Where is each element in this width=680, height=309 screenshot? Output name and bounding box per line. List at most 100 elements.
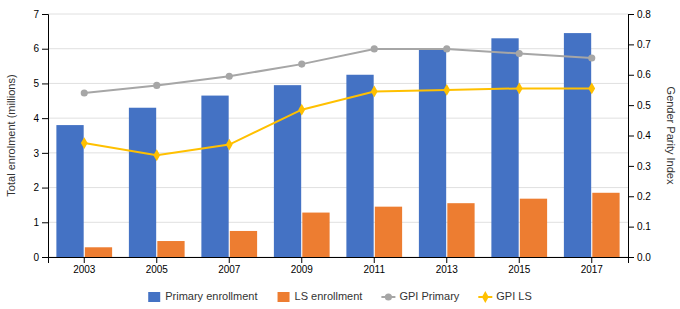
grid-line bbox=[48, 48, 628, 49]
tick-mark bbox=[301, 257, 302, 263]
tick-mark bbox=[446, 257, 447, 263]
tick-label: 2017 bbox=[581, 264, 604, 275]
tick-mark bbox=[42, 257, 48, 258]
tick: 5 bbox=[33, 78, 48, 89]
marker bbox=[81, 89, 88, 96]
legend-marker bbox=[482, 291, 489, 303]
tick-mark bbox=[156, 257, 157, 263]
marker bbox=[226, 73, 233, 80]
axis-line bbox=[629, 15, 635, 258]
marker bbox=[153, 82, 160, 89]
tick-mark bbox=[628, 257, 634, 258]
tick-label: 4 bbox=[33, 113, 39, 124]
legend-item: LS enrollment bbox=[278, 290, 363, 302]
tick: 1 bbox=[33, 217, 48, 228]
marker bbox=[371, 86, 378, 98]
marker bbox=[81, 137, 88, 149]
marker bbox=[153, 149, 160, 161]
legend-label: LS enrollment bbox=[295, 290, 363, 302]
tick: 2017 bbox=[581, 257, 604, 275]
tick-label: 2011 bbox=[363, 264, 385, 275]
legend-marker bbox=[385, 293, 392, 300]
tick-label: 0.2 bbox=[637, 191, 651, 202]
tick-label: 7 bbox=[33, 9, 39, 20]
legend-item: GPI Primary bbox=[381, 290, 459, 302]
tick-mark bbox=[42, 14, 48, 15]
tick-label: 0.6 bbox=[637, 69, 651, 80]
tick: 0.0 bbox=[628, 252, 651, 263]
tick-label: 5 bbox=[33, 78, 39, 89]
marker bbox=[588, 54, 595, 61]
tick-mark bbox=[628, 14, 634, 15]
y-axis-title: Total enrolment (millions) bbox=[5, 74, 17, 196]
tick-mark bbox=[374, 257, 375, 263]
tick: 0.3 bbox=[628, 161, 651, 172]
line-series bbox=[81, 83, 595, 162]
tick: 0.6 bbox=[628, 69, 651, 80]
tick-label: 2009 bbox=[291, 264, 314, 275]
legend-label: GPI LS bbox=[496, 290, 531, 302]
tick-label: 6 bbox=[33, 43, 39, 54]
tick: 6 bbox=[33, 43, 48, 54]
plot-area bbox=[56, 33, 619, 257]
legend-label: GPI Primary bbox=[399, 290, 459, 302]
tick-mark bbox=[628, 196, 634, 197]
tick-mark bbox=[628, 75, 634, 76]
tick: 2003 bbox=[73, 257, 96, 275]
grid bbox=[48, 14, 628, 257]
tick: 0.4 bbox=[628, 130, 651, 141]
marker bbox=[443, 45, 450, 52]
tick: 7 bbox=[33, 9, 48, 20]
bar-series bbox=[85, 193, 620, 257]
tick-label: 0.8 bbox=[637, 9, 651, 20]
marker bbox=[516, 83, 523, 95]
axis-line bbox=[49, 258, 629, 264]
marker bbox=[298, 61, 305, 68]
tick: 4 bbox=[33, 113, 48, 124]
marker bbox=[443, 84, 450, 96]
tick-label: 1 bbox=[33, 217, 39, 228]
tick: 2013 bbox=[436, 257, 459, 275]
bar bbox=[491, 38, 518, 257]
marker bbox=[226, 139, 233, 151]
tick: 2005 bbox=[146, 257, 169, 275]
bar bbox=[592, 193, 619, 257]
tick-label: 2 bbox=[33, 182, 39, 193]
bar bbox=[201, 96, 228, 257]
tick-label: 2003 bbox=[73, 264, 96, 275]
tick-mark bbox=[519, 257, 520, 263]
bar bbox=[129, 108, 156, 257]
tick-mark bbox=[628, 136, 634, 137]
legend-label: Primary enrollment bbox=[165, 290, 257, 302]
bar bbox=[564, 33, 591, 257]
tick: 2009 bbox=[291, 257, 314, 275]
tick: 0.7 bbox=[628, 39, 651, 50]
tick: 0.2 bbox=[628, 191, 651, 202]
tick-label: 2013 bbox=[436, 264, 459, 275]
line bbox=[84, 88, 592, 155]
y2-axis-title: Gender Parity Index bbox=[665, 87, 677, 185]
bar bbox=[56, 125, 83, 257]
bar bbox=[375, 207, 402, 257]
axis-line bbox=[42, 15, 49, 258]
tick: 0.5 bbox=[628, 100, 651, 111]
tick: 3 bbox=[33, 148, 48, 159]
legend-item: GPI LS bbox=[478, 290, 531, 303]
tick-label: 0.5 bbox=[637, 100, 651, 111]
tick-mark bbox=[628, 166, 634, 167]
chart: 2003200520072009201120132015201701234567… bbox=[0, 0, 680, 309]
bar bbox=[447, 203, 474, 257]
tick-label: 0 bbox=[33, 252, 39, 263]
bar bbox=[230, 231, 257, 257]
bar-series bbox=[56, 33, 591, 257]
tick-label: 0.1 bbox=[637, 221, 651, 232]
tick-mark bbox=[84, 257, 85, 263]
tick-mark bbox=[628, 227, 634, 228]
tick: 0 bbox=[33, 252, 48, 263]
tick-label: 2005 bbox=[146, 264, 169, 275]
tick-mark bbox=[591, 257, 592, 263]
legend: Primary enrollment LS enrollment GPI Prima… bbox=[148, 290, 532, 303]
x-axis: 20032005200720092011201320152017 bbox=[49, 257, 629, 275]
y-axis: 0 1 2 3 4 5 6 7 bbox=[33, 9, 48, 263]
bar bbox=[85, 247, 112, 257]
